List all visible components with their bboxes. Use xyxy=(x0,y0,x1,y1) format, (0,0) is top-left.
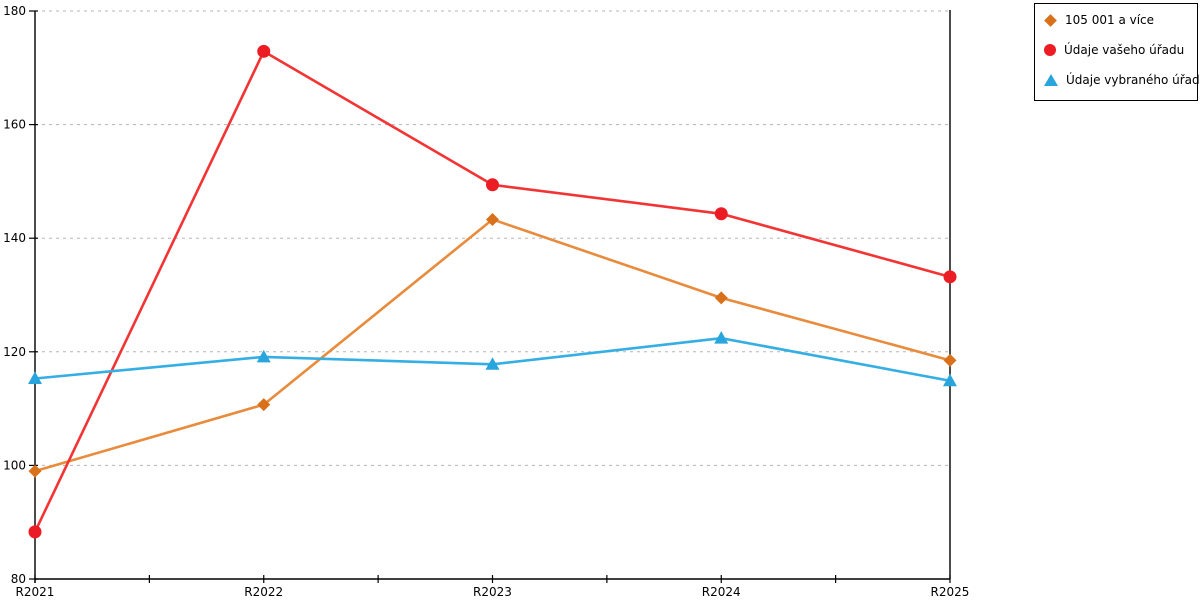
svg-text:80: 80 xyxy=(11,572,26,586)
svg-text:R2024: R2024 xyxy=(702,585,741,599)
triangle-icon xyxy=(1044,74,1058,86)
svg-text:180: 180 xyxy=(3,4,26,18)
legend: 105 001 a více Údaje vašeho úřadu Údaje … xyxy=(1034,3,1200,101)
svg-text:R2023: R2023 xyxy=(473,585,512,599)
svg-text:R2022: R2022 xyxy=(244,585,283,599)
legend-label: Údaje vybraného úřadu xyxy=(1066,73,1200,87)
legend-item-vybraneho-uradu: Údaje vybraného úřadu xyxy=(1044,73,1200,87)
legend-label: 105 001 a více xyxy=(1065,13,1155,27)
svg-text:160: 160 xyxy=(3,118,26,132)
svg-text:R2021: R2021 xyxy=(16,585,55,599)
svg-text:R2025: R2025 xyxy=(931,585,970,599)
svg-text:120: 120 xyxy=(3,345,26,359)
legend-label: Údaje vašeho úřadu xyxy=(1064,43,1185,57)
line-chart: 80 100 120 140 160 180 R2021 R2022 R2023 R2024 R20… xyxy=(3,4,970,599)
svg-text:100: 100 xyxy=(3,458,26,472)
legend-item-105001: 105 001 a více xyxy=(1044,13,1191,27)
svg-text:140: 140 xyxy=(3,231,26,245)
diamond-icon xyxy=(1044,13,1057,27)
legend-item-vaseho-uradu: Údaje vašeho úřadu xyxy=(1044,43,1191,57)
circle-icon xyxy=(1044,44,1056,56)
